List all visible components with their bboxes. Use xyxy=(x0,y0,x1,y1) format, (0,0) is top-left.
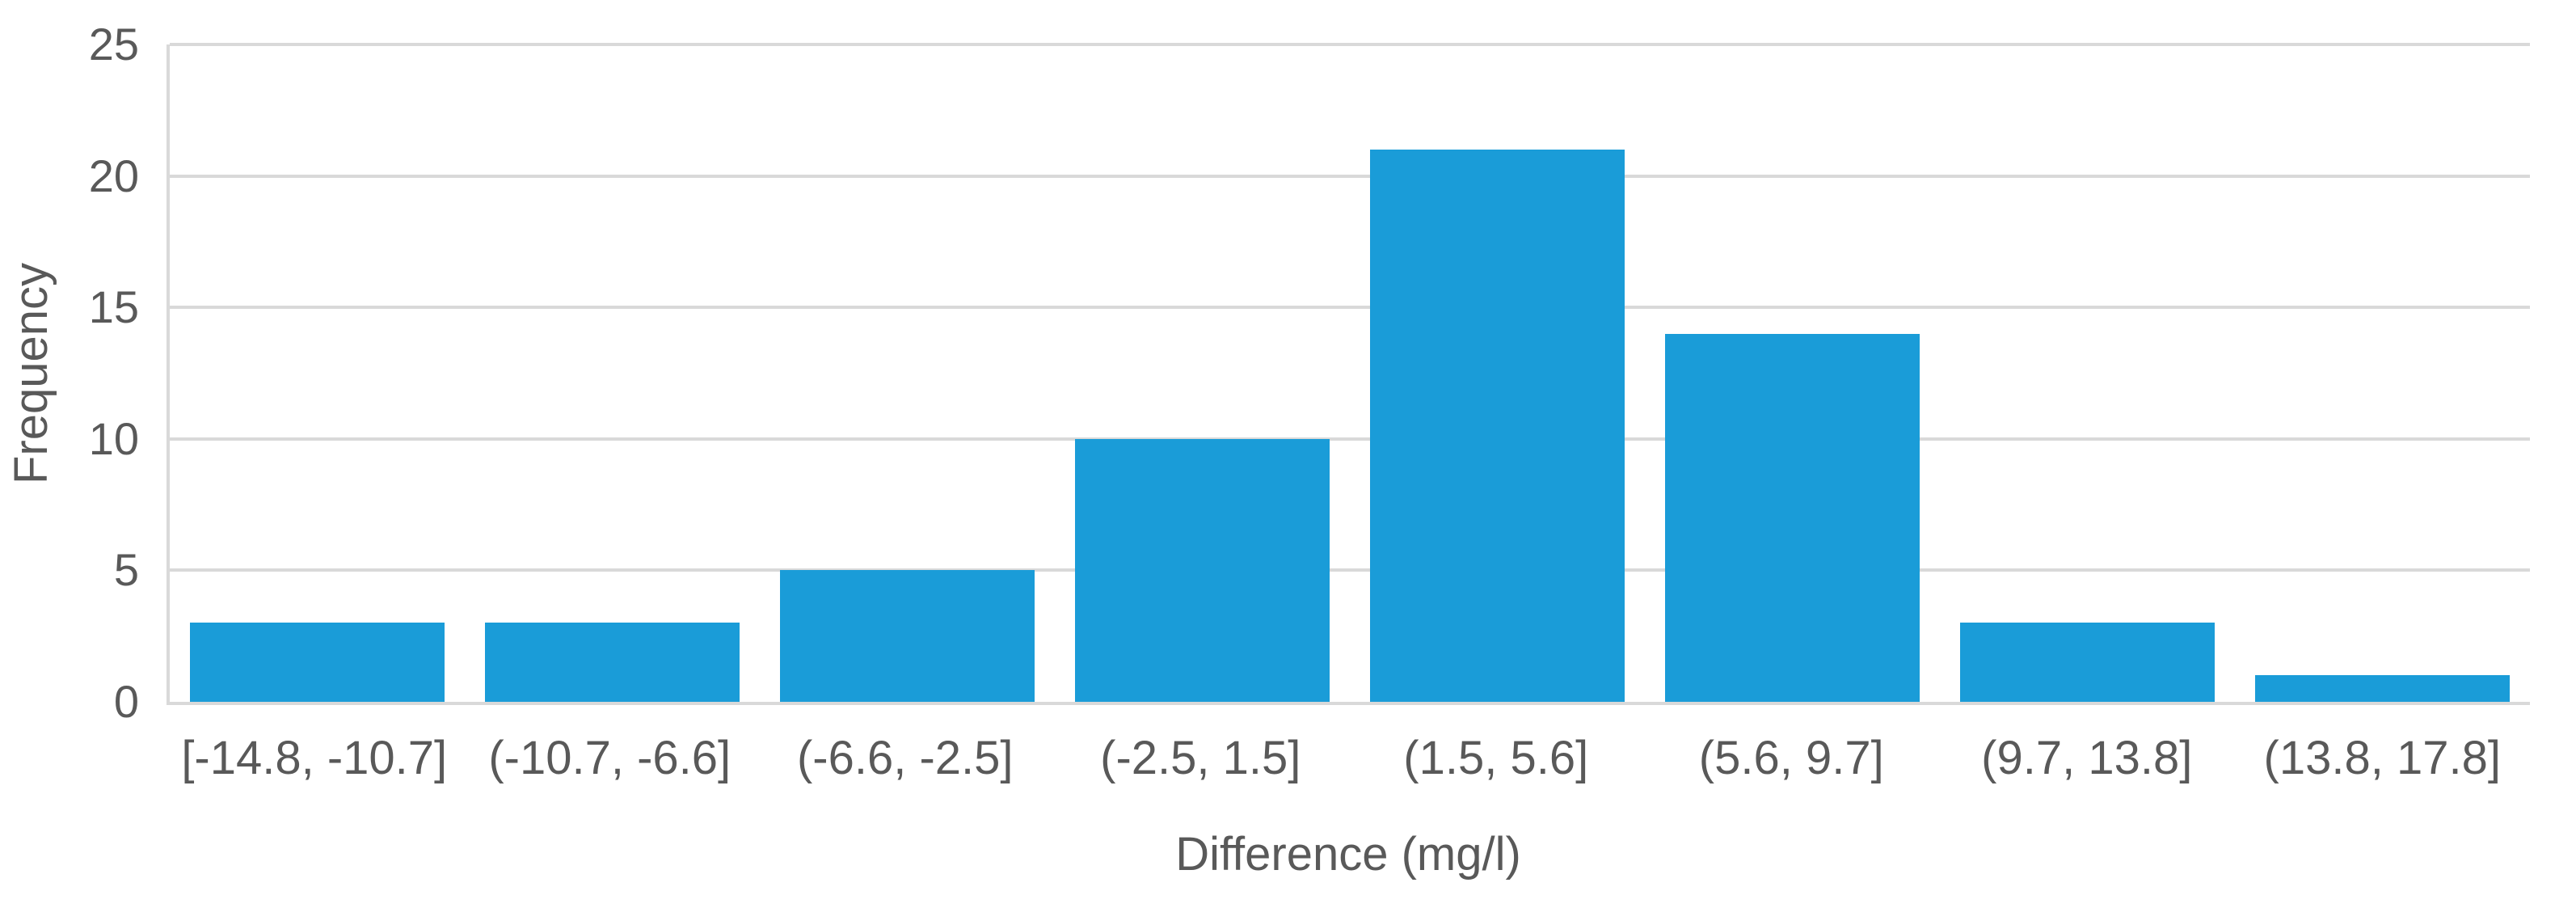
gridline xyxy=(170,43,2530,46)
bar xyxy=(1960,623,2215,702)
x-tick-label: (-6.6, -2.5] xyxy=(796,732,1014,784)
bar-slot xyxy=(2235,44,2530,702)
y-tick-label: 25 xyxy=(88,19,139,70)
plot-area xyxy=(167,43,2530,705)
x-axis-title: Difference (mg/l) xyxy=(1175,828,1521,881)
bar-series xyxy=(170,44,2530,702)
bar-slot xyxy=(465,44,760,702)
bar xyxy=(1075,438,1330,702)
bar xyxy=(1370,150,1625,702)
gridline xyxy=(170,174,2530,178)
x-tick-label: [-14.8, -10.7] xyxy=(181,732,448,784)
y-tick-label: 0 xyxy=(113,676,139,727)
x-tick-label: (-2.5, 1.5] xyxy=(1100,732,1301,784)
gridline xyxy=(170,568,2530,572)
x-tick-label: (5.6, 9.7] xyxy=(1698,732,1884,784)
bar xyxy=(485,623,740,702)
bar xyxy=(190,623,445,702)
bar-slot xyxy=(1645,44,1940,702)
gridline xyxy=(170,306,2530,310)
x-tick-label: (1.5, 5.6] xyxy=(1403,732,1589,784)
bar xyxy=(1665,333,1920,702)
y-tick-label: 10 xyxy=(88,412,139,464)
x-tick-label: (-10.7, -6.6] xyxy=(488,732,731,784)
y-tick-label: 15 xyxy=(88,281,139,333)
bar-slot xyxy=(1350,44,1645,702)
y-tick-label: 20 xyxy=(88,150,139,201)
bar-slot xyxy=(1055,44,1350,702)
bar-slot xyxy=(170,44,465,702)
y-axis-tick-labels: 0 5 10 15 20 25 xyxy=(0,22,139,724)
x-tick-label: (13.8, 17.8] xyxy=(2263,732,2501,784)
bar-slot xyxy=(760,44,1055,702)
gridline xyxy=(170,437,2530,441)
y-tick-label: 5 xyxy=(113,544,139,596)
bar xyxy=(780,570,1035,702)
x-axis-tick-labels: [-14.8, -10.7] (-10.7, -6.6] (-6.6, -2.5] (… xyxy=(167,730,2530,787)
bar-slot xyxy=(1940,44,2235,702)
bar xyxy=(2255,675,2510,702)
x-tick-label: (9.7, 13.8] xyxy=(1981,732,2193,784)
